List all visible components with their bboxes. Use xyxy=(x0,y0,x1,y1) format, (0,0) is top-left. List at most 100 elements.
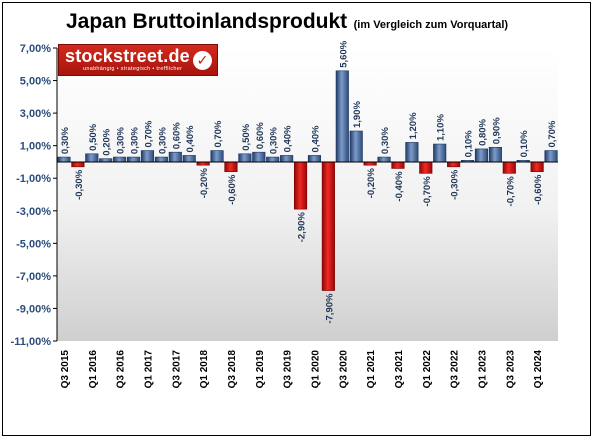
y-tick-label: -9,00% xyxy=(16,303,51,315)
bar xyxy=(321,161,335,291)
y-tick-label: -5,00% xyxy=(16,238,51,250)
data-label: -0,20% xyxy=(366,168,377,199)
bar xyxy=(280,155,294,163)
data-labels: 0,30%-0,30%0,50% 0,20% 0,30% 0,30% 0,70% 0,30… xyxy=(60,40,558,323)
data-label: 0,30% xyxy=(157,127,168,154)
data-label: 0,50% xyxy=(88,123,99,150)
bar xyxy=(113,156,127,163)
y-tick-label: 7,00% xyxy=(20,43,51,55)
bar xyxy=(210,150,224,163)
bar xyxy=(447,161,461,168)
data-label: 0,30% xyxy=(60,127,71,154)
x-tick-label: Q1 2022 xyxy=(422,350,433,389)
data-label: -0,70% xyxy=(422,176,433,207)
y-tick-label: -11,00% xyxy=(11,336,52,348)
x-tick-label: Q1 2020 xyxy=(310,350,321,389)
x-tick-label: Q3 2021 xyxy=(394,350,405,389)
data-label: 0,80% xyxy=(477,118,488,145)
data-label: 0,40% xyxy=(185,125,196,152)
data-label: -0,30% xyxy=(450,169,461,200)
data-label: -0,20% xyxy=(199,168,210,199)
bar xyxy=(419,161,433,174)
bar xyxy=(126,156,141,163)
data-label: -0,70% xyxy=(505,176,516,207)
bar xyxy=(293,161,308,210)
bar xyxy=(433,143,447,163)
data-label: 0,30% xyxy=(380,127,391,154)
bar xyxy=(391,161,405,169)
bar xyxy=(307,155,322,163)
x-tick-label: Q1 2024 xyxy=(533,350,544,389)
data-label: 0,10% xyxy=(519,130,530,157)
x-tick-label: Q1 2017 xyxy=(143,350,154,389)
bar xyxy=(349,130,363,163)
bar xyxy=(488,146,502,163)
data-label: 0,10% xyxy=(464,130,475,157)
data-label: 5,60% xyxy=(338,40,349,67)
bar xyxy=(405,142,419,163)
x-tick-label: Q1 2019 xyxy=(255,350,266,389)
data-label: 0,40% xyxy=(310,125,321,152)
data-label: 0,20% xyxy=(102,128,113,155)
data-label: 0,50% xyxy=(241,123,252,150)
x-tick-label: Q1 2018 xyxy=(199,350,210,389)
data-label: 0,40% xyxy=(283,125,294,152)
bar xyxy=(154,156,168,163)
y-tick-label: -7,00% xyxy=(16,271,51,283)
data-label: 0,30% xyxy=(269,127,280,154)
x-tick-label: Q3 2018 xyxy=(227,350,238,389)
bars xyxy=(57,70,558,291)
data-label: 1,10% xyxy=(436,114,447,141)
data-label: 1,90% xyxy=(352,101,363,128)
bar xyxy=(502,161,516,174)
plot-area xyxy=(57,48,558,341)
data-label: 0,60% xyxy=(255,122,266,149)
x-tick-label: Q3 2022 xyxy=(450,350,461,389)
bar xyxy=(140,150,155,163)
bar xyxy=(544,150,558,163)
bar xyxy=(57,156,71,163)
logo-tagline: unabhängig • strategisch • trefflicher xyxy=(83,66,183,72)
y-tick-label: -1,00% xyxy=(16,173,51,185)
data-label: -2,90% xyxy=(297,212,308,243)
data-label: 0,70% xyxy=(547,120,558,147)
data-label: -0,40% xyxy=(394,171,405,202)
x-tick-label: Q1 2023 xyxy=(477,350,488,389)
bar xyxy=(182,155,196,163)
x-axis: Q3 2015 Q1 2016 Q3 2016 Q1 2017 Q3 2017 Q1 20… xyxy=(60,350,544,389)
data-label: -0,60% xyxy=(533,174,544,205)
bar xyxy=(377,156,391,163)
x-tick-label: Q3 2020 xyxy=(338,350,349,389)
bar xyxy=(474,148,489,163)
bar xyxy=(252,151,266,163)
bar xyxy=(168,151,182,163)
data-label: 0,70% xyxy=(213,120,224,147)
x-tick-label: Q3 2016 xyxy=(116,350,127,389)
x-tick-label: Q1 2021 xyxy=(366,350,377,389)
chart-subtitle: (im Vergleich zum Vorquartal) xyxy=(353,19,509,31)
data-label: -0,30% xyxy=(74,169,85,200)
data-label: 0,30% xyxy=(130,127,141,154)
checkmark-icon: ✓ xyxy=(193,51,212,70)
y-tick-label: 5,00% xyxy=(20,76,51,88)
chart-title: Japan Bruttoinlandsprodukt xyxy=(66,10,348,33)
chart-title-block: Japan Bruttoinlandsprodukt (im Vergleich… xyxy=(66,10,508,34)
y-tick-label: 3,00% xyxy=(20,108,51,120)
data-label: 0,90% xyxy=(491,117,502,144)
bar xyxy=(238,153,252,163)
data-label: 1,20% xyxy=(408,112,419,139)
x-tick-label: Q3 2015 xyxy=(60,350,71,389)
bar xyxy=(530,161,544,173)
x-tick-label: Q3 2017 xyxy=(171,350,182,389)
x-tick-label: Q1 2016 xyxy=(88,350,99,389)
bar xyxy=(224,161,238,173)
logo-name: stockstreet.de xyxy=(65,46,190,66)
x-tick-label: Q3 2019 xyxy=(283,350,294,389)
bar xyxy=(335,70,349,163)
y-tick-label: 1,00% xyxy=(20,141,51,153)
data-label: 0,60% xyxy=(171,122,182,149)
y-axis: 7,00% 5,00% 3,00% 1,00% -1,00% -3,00% -5,00% -7… xyxy=(11,43,58,348)
bar xyxy=(71,161,85,168)
data-label: -0,60% xyxy=(227,174,238,205)
